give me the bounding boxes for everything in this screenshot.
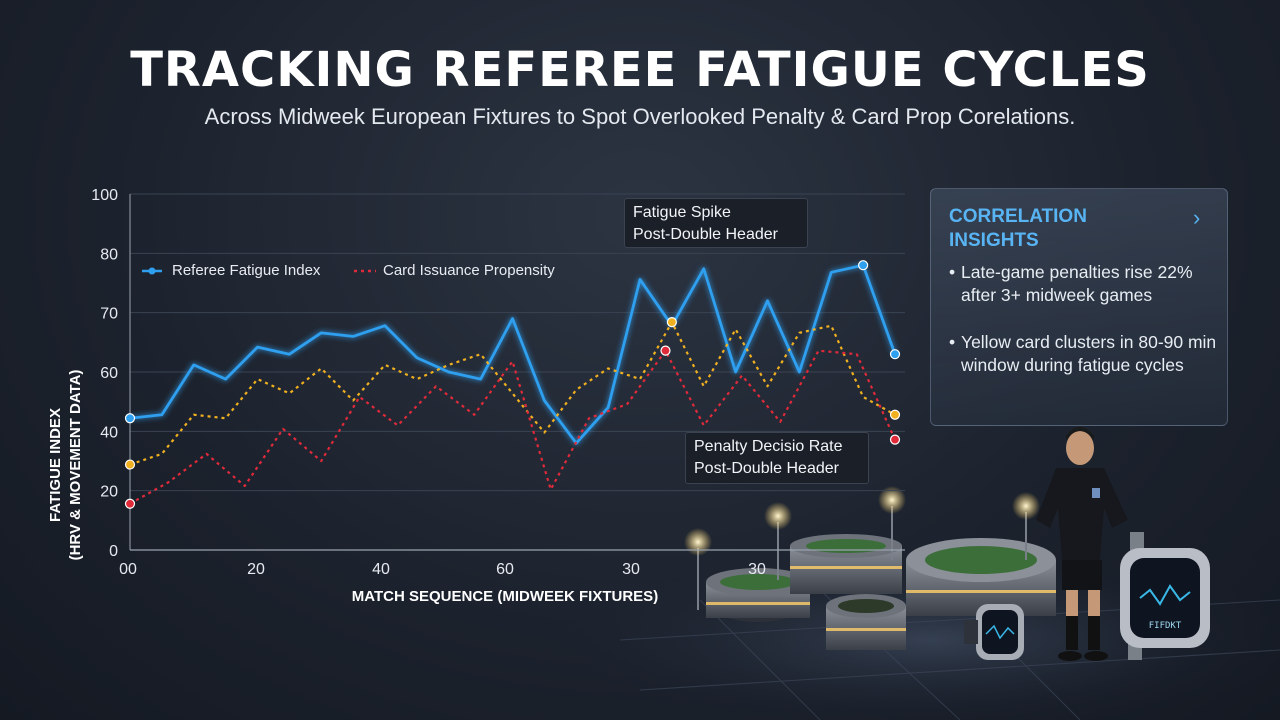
series-marker-2 — [660, 345, 671, 356]
insight-text: Late-game penalties rise 22% after 3+ mi… — [961, 262, 1193, 305]
watch-readout: FIFDKT — [1149, 621, 1182, 631]
x-tick-label: 00 — [119, 561, 137, 578]
y-tick-label: 0 — [109, 543, 118, 560]
insight-text: Yellow card clusters in 80-90 min window… — [961, 332, 1217, 375]
x-axis-ticks: 00 20 40 60 30 30 — [119, 561, 766, 578]
smartwatch-icon: FIFDKT — [1120, 532, 1210, 660]
insight-item: • Yellow card clusters in 80-90 min wind… — [949, 331, 1219, 377]
series-marker-2 — [124, 498, 136, 509]
series-marker-0 — [889, 349, 901, 360]
chevron-right-icon[interactable]: › — [1193, 205, 1201, 230]
insights-title: CORRELATION INSIGHTS — [949, 206, 1087, 251]
y-axis-label-sub: (HRV & MOVEMENT DATA) — [67, 370, 84, 561]
floodlight-icon — [684, 486, 1040, 610]
y-axis-label: FATIGUE INDEX — [47, 408, 64, 522]
chart-grid — [129, 193, 905, 551]
x-tick-label: 60 — [496, 561, 514, 578]
stadium-icon — [906, 538, 1056, 616]
y-tick-label: 40 — [100, 424, 118, 441]
correlation-insights-panel: CORRELATION INSIGHTS › • Late-game penal… — [930, 188, 1228, 426]
y-tick-label: 20 — [100, 484, 118, 501]
series-line-2 — [129, 349, 897, 505]
series-line-0 — [129, 263, 897, 445]
series-marker-1 — [124, 459, 136, 470]
smartwatch-icon — [964, 604, 1024, 660]
callout-penalty-line2: Post-Double Header — [694, 460, 839, 477]
callout-penalty-rate: Penalty Decisio Rate Post-Double Header — [685, 432, 869, 484]
callout-fatigue-spike-line1: Fatigue Spike — [633, 204, 731, 221]
chart-series — [124, 260, 901, 509]
legend-fatigue-marker — [148, 267, 156, 275]
page-title: TRACKING REFEREE FATIGUE CYCLES — [130, 42, 1150, 98]
series-marker-0 — [858, 260, 869, 271]
x-tick-label: 40 — [372, 561, 390, 578]
legend-item-card: Card Issuance Propensity — [383, 262, 555, 279]
page-subtitle: Across Midweek European Fixtures to Spot… — [204, 104, 1076, 129]
series-marker-0 — [124, 413, 136, 424]
callout-fatigue-spike: Fatigue Spike Post-Double Header — [624, 198, 808, 248]
x-tick-label: 20 — [247, 561, 265, 578]
callout-fatigue-spike-line2: Post-Double Header — [633, 226, 778, 243]
referee-figure — [1036, 427, 1128, 661]
insight-item: • Late-game penalties rise 22% after 3+ … — [949, 261, 1219, 307]
callout-penalty-line1: Penalty Decisio Rate — [694, 438, 843, 455]
y-tick-label: 70 — [100, 306, 118, 323]
x-tick-label: 30 — [748, 561, 766, 578]
bullet-icon: • — [949, 332, 956, 352]
y-tick-label: 60 — [100, 365, 118, 382]
series-marker-1 — [666, 317, 677, 328]
x-tick-label: 30 — [622, 561, 640, 578]
series-marker-1 — [889, 409, 901, 420]
y-axis-ticks: 0 20 40 60 70 80 100 — [91, 187, 118, 560]
y-tick-label: 80 — [100, 246, 118, 263]
series-line-1 — [129, 321, 896, 466]
series-marker-2 — [889, 434, 901, 445]
stadium-icon — [790, 534, 906, 650]
y-tick-label: 100 — [91, 187, 118, 204]
bullet-icon: • — [949, 262, 956, 282]
x-axis-label: MATCH SEQUENCE (MIDWEEK FIXTURES) — [352, 588, 658, 605]
legend-item-fatigue: Referee Fatigue Index — [172, 262, 321, 279]
